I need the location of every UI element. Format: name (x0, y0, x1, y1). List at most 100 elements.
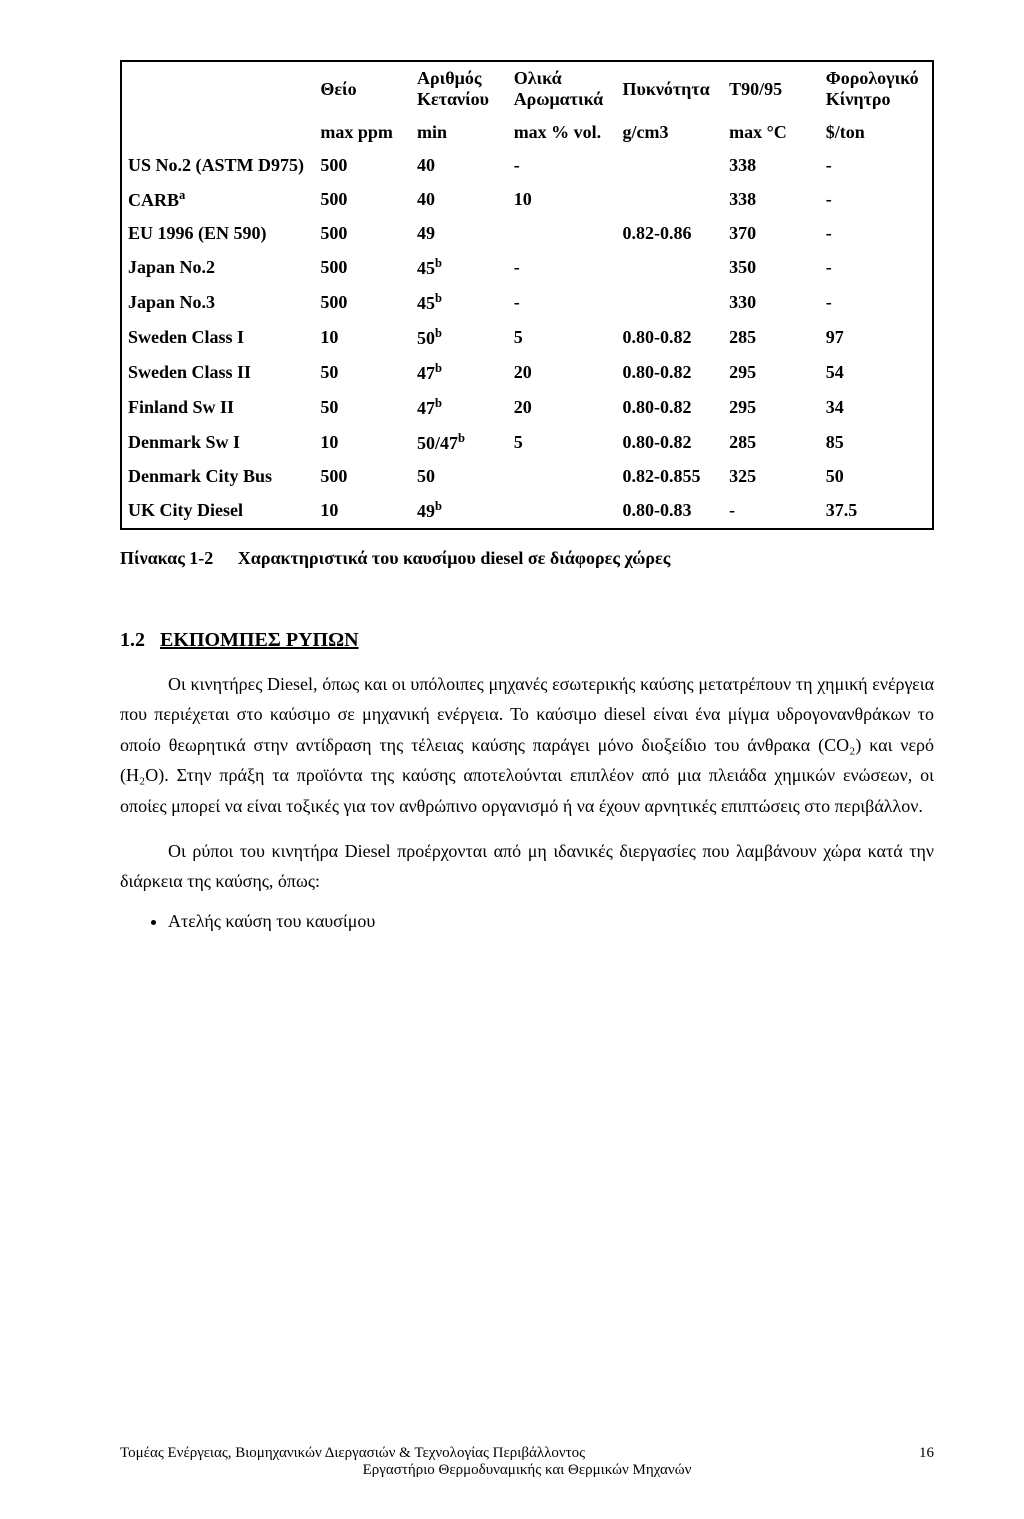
unit-aromatics: max % vol. (508, 116, 617, 149)
cell: 10 (508, 182, 617, 217)
cell: - (508, 149, 617, 182)
row-label: Sweden Class II (121, 355, 314, 390)
caption-text: Χαρακτηριστικά του καυσίμου diesel σε δι… (238, 548, 671, 568)
cell: 0.82-0.86 (616, 217, 723, 250)
cell: - (820, 217, 933, 250)
cell: 338 (723, 149, 820, 182)
row-label: CARBa (121, 182, 314, 217)
row-label: Denmark City Bus (121, 460, 314, 493)
th-aromatics: Ολικά Αρωματικά (508, 61, 617, 116)
paragraph-2: Οι ρύποι του κινητήρα Diesel προέρχονται… (120, 836, 934, 897)
unit-cetane: min (411, 116, 508, 149)
cell (616, 250, 723, 285)
cell: 50b (411, 320, 508, 355)
cell: - (820, 182, 933, 217)
cell: 330 (723, 285, 820, 320)
table-row: Japan No.350045b-330- (121, 285, 933, 320)
cell: - (820, 285, 933, 320)
cell (616, 285, 723, 320)
table-row: Japan No.250045b-350- (121, 250, 933, 285)
cell: 370 (723, 217, 820, 250)
row-label: Denmark Sw I (121, 425, 314, 460)
cell: 500 (314, 285, 411, 320)
cell: 37.5 (820, 493, 933, 529)
cell: 500 (314, 149, 411, 182)
bullet-item: Ατελής καύση του καυσίμου (168, 911, 934, 932)
row-label: UK City Diesel (121, 493, 314, 529)
cell: 325 (723, 460, 820, 493)
cell: - (820, 250, 933, 285)
row-label: US No.2 (ASTM D975) (121, 149, 314, 182)
table-row: US No.2 (ASTM D975)50040-338- (121, 149, 933, 182)
cell: 50/47b (411, 425, 508, 460)
cell: 10 (314, 320, 411, 355)
th-blank (121, 61, 314, 116)
cell: 0.80-0.83 (616, 493, 723, 529)
caption-label: Πίνακας 1-2 (120, 548, 213, 569)
unit-t90: max °C (723, 116, 820, 149)
cell: 50 (314, 390, 411, 425)
cell: 54 (820, 355, 933, 390)
cell: 47b (411, 355, 508, 390)
cell: 50 (820, 460, 933, 493)
unit-density: g/cm3 (616, 116, 723, 149)
cell: 85 (820, 425, 933, 460)
cell: 500 (314, 217, 411, 250)
cell: 295 (723, 390, 820, 425)
cell: 5 (508, 425, 617, 460)
table-units-row: max ppm min max % vol. g/cm3 max °C $/to… (121, 116, 933, 149)
footer-lab: Εργαστήριο Θερμοδυναμικής και Θερμικών Μ… (120, 1462, 934, 1479)
cell (508, 460, 617, 493)
cell: 10 (314, 493, 411, 529)
cell: 40 (411, 182, 508, 217)
unit-blank (121, 116, 314, 149)
cell: 285 (723, 320, 820, 355)
cell: 50 (411, 460, 508, 493)
bullet-list: Ατελής καύση του καυσίμου (168, 911, 934, 932)
diesel-specs-table: Θείο Αριθμός Κετανίου Ολικά Αρωματικά Πυ… (120, 60, 934, 530)
row-label: Japan No.2 (121, 250, 314, 285)
table-row: Denmark City Bus500500.82-0.85532550 (121, 460, 933, 493)
cell: 45b (411, 285, 508, 320)
cell: 0.80-0.82 (616, 425, 723, 460)
row-label: EU 1996 (EN 590) (121, 217, 314, 250)
table-row: Sweden Class I1050b50.80-0.8228597 (121, 320, 933, 355)
table-row: EU 1996 (EN 590)500490.82-0.86370- (121, 217, 933, 250)
cell: 0.82-0.855 (616, 460, 723, 493)
th-density: Πυκνότητα (616, 61, 723, 116)
th-theio: Θείο (314, 61, 411, 116)
section-heading: 1.2 ΕΚΠΟΜΠΕΣ ΡΥΠΩΝ (120, 629, 934, 652)
page-number: 16 (919, 1445, 934, 1462)
footer-dept: Τομέας Ενέργειας, Βιομηχανικών Διεργασιώ… (120, 1445, 585, 1462)
table-row: Sweden Class II5047b200.80-0.8229554 (121, 355, 933, 390)
cell: 0.80-0.82 (616, 355, 723, 390)
table-row: Finland Sw II5047b200.80-0.8229534 (121, 390, 933, 425)
cell: 285 (723, 425, 820, 460)
cell: 338 (723, 182, 820, 217)
cell: 500 (314, 182, 411, 217)
cell: 47b (411, 390, 508, 425)
cell: 0.80-0.82 (616, 320, 723, 355)
table-caption: Πίνακας 1-2 Χαρακτηριστικά του καυσίμου … (120, 548, 934, 569)
cell (508, 493, 617, 529)
cell (616, 182, 723, 217)
row-label: Finland Sw II (121, 390, 314, 425)
cell (616, 149, 723, 182)
cell: - (723, 493, 820, 529)
table-header-row: Θείο Αριθμός Κετανίου Ολικά Αρωματικά Πυ… (121, 61, 933, 116)
th-t90: T90/95 (723, 61, 820, 116)
section-title: ΕΚΠΟΜΠΕΣ ΡΥΠΩΝ (160, 629, 359, 651)
th-incentive: Φορολογικό Κίνητρο (820, 61, 933, 116)
cell: 50 (314, 355, 411, 390)
page-footer: Τομέας Ενέργειας, Βιομηχανικών Διεργασιώ… (120, 1445, 934, 1479)
th-cetane: Αριθμός Κετανίου (411, 61, 508, 116)
cell: 49b (411, 493, 508, 529)
section-number: 1.2 (120, 629, 145, 651)
cell: 5 (508, 320, 617, 355)
cell: - (820, 149, 933, 182)
cell: 20 (508, 355, 617, 390)
unit-theio: max ppm (314, 116, 411, 149)
cell: 34 (820, 390, 933, 425)
cell: 500 (314, 250, 411, 285)
cell: 20 (508, 390, 617, 425)
